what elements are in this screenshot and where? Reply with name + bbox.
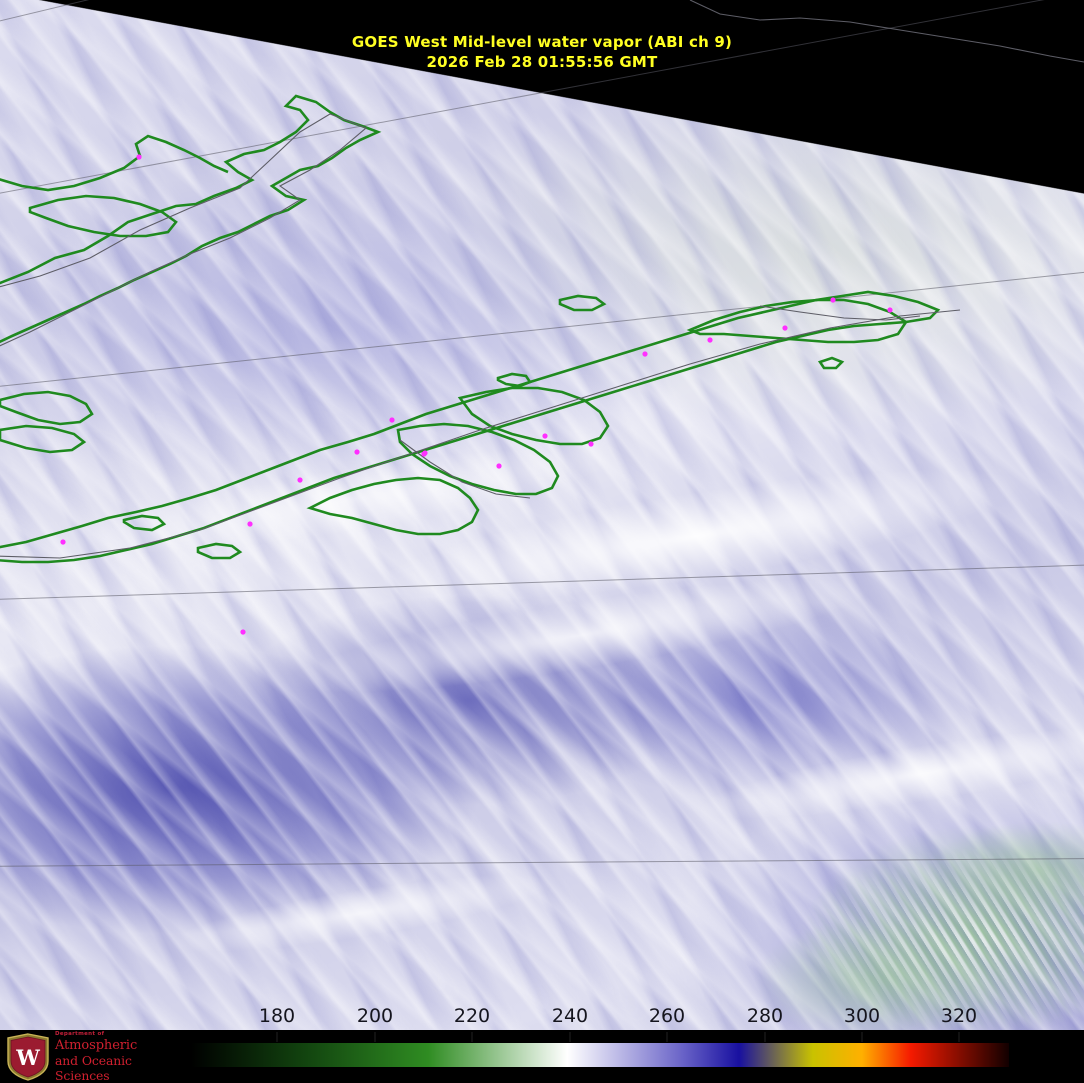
logo-text: Department of Atmospheric and Oceanic Sc… [55, 1031, 178, 1083]
colorbar-tick-label: 260 [648, 1005, 686, 1027]
logo-department-label: Department of [55, 1030, 105, 1037]
svg-text:W: W [15, 1045, 40, 1070]
colorbar-tick-label: 300 [843, 1005, 881, 1027]
logo-line-2: and Oceanic Sciences [55, 1052, 132, 1083]
colorbar-tick-mark [666, 1032, 668, 1042]
logo-line-1: Atmospheric [55, 1037, 138, 1053]
colorbar-tick-marks [0, 1032, 1084, 1042]
satellite-image: GOES West Mid-level water vapor (ABI ch … [0, 0, 1084, 1030]
colorbar-tick-mark [569, 1032, 571, 1042]
colorbar-tick-mark [276, 1032, 278, 1042]
colorbar-tick-mark [958, 1032, 960, 1042]
colorbar-tick-label: 200 [356, 1005, 394, 1027]
colorbar-tick-label: 220 [453, 1005, 491, 1027]
colorbar-tick-mark [374, 1032, 376, 1042]
colorbar-tick-label: 280 [746, 1005, 784, 1027]
colorbar-tick-label: 240 [551, 1005, 589, 1027]
colorbar-tick-label: 180 [258, 1005, 296, 1027]
colorbar: 180 200 220 240 260 280 300 320 [0, 1005, 1084, 1083]
off-disk-black-corner [0, 0, 1084, 210]
uw-aos-logo: W Department of Atmospheric and Oceanic … [0, 1030, 178, 1083]
colorbar-gradient [190, 1042, 1010, 1068]
colorbar-tick-mark [764, 1032, 766, 1042]
colorbar-tick-mark [861, 1032, 863, 1042]
colorbar-tick-label: 320 [940, 1005, 978, 1027]
colorbar-tick-labels: 180 200 220 240 260 280 300 320 [0, 1005, 1084, 1029]
uw-crest-icon: W [7, 1032, 49, 1081]
colorbar-tick-mark [471, 1032, 473, 1042]
